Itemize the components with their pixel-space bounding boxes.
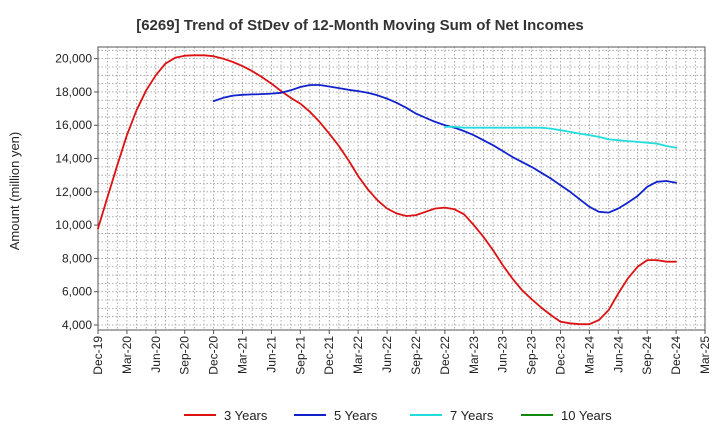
x-tick-label: Jun-24 bbox=[611, 336, 625, 373]
x-tick-label: Jun-20 bbox=[149, 336, 163, 373]
legend-label-1: 3 Years bbox=[224, 408, 268, 423]
plot-area-border bbox=[97, 46, 706, 331]
y-tick-label: 12,000 bbox=[55, 185, 92, 199]
x-tick-label: Jun-23 bbox=[496, 336, 510, 373]
x-tick-label: Dec-24 bbox=[669, 336, 683, 375]
y-tick-label: 14,000 bbox=[55, 152, 92, 166]
x-tick-label: Dec-20 bbox=[207, 336, 221, 375]
x-tick-label: Dec-23 bbox=[553, 336, 567, 375]
x-tick-label: Dec-19 bbox=[91, 336, 105, 375]
x-tick-label: Mar-25 bbox=[698, 336, 712, 374]
x-tick-label: Sep-21 bbox=[293, 336, 307, 375]
x-tick-label: Jun-22 bbox=[380, 336, 394, 373]
y-tick-label: 8,000 bbox=[62, 251, 92, 265]
y-axis-ticks: 4,000 6,000 8,000 10,000 12,000 14,000 16,000 1… bbox=[55, 52, 98, 332]
x-tick-label: Sep-22 bbox=[409, 336, 423, 375]
x-tick-label: Mar-22 bbox=[351, 336, 365, 374]
series-line-1 bbox=[97, 54, 677, 326]
y-axis-label: Amount (million yen) bbox=[7, 132, 22, 251]
y-tick-label: 6,000 bbox=[62, 285, 92, 299]
x-tick-label: Dec-22 bbox=[438, 336, 452, 375]
series-line-3 bbox=[443, 126, 677, 149]
y-tick-label: 4,000 bbox=[62, 318, 92, 332]
x-tick-label: Mar-24 bbox=[582, 336, 596, 374]
x-tick-label: Mar-20 bbox=[120, 336, 134, 374]
x-tick-label: Mar-23 bbox=[467, 336, 481, 374]
series-line-2 bbox=[212, 84, 677, 214]
x-tick-label: Mar-21 bbox=[236, 336, 250, 374]
x-tick-label: Sep-24 bbox=[640, 336, 654, 375]
y-tick-label: 18,000 bbox=[55, 85, 92, 99]
series-lines bbox=[97, 54, 677, 326]
y-tick-label: 16,000 bbox=[55, 118, 92, 132]
legend-label-3: 7 Years bbox=[450, 408, 494, 423]
plot-frame bbox=[97, 46, 706, 331]
legend-label-4: 10 Years bbox=[561, 408, 612, 423]
x-tick-label: Sep-20 bbox=[178, 336, 192, 375]
x-tick-label: Sep-23 bbox=[525, 336, 539, 375]
y-tick-label: 10,000 bbox=[55, 218, 92, 232]
x-axis-ticks: Dec-19 Mar-20 Jun-20 Sep-20 Dec-20 Mar-21 Jun-… bbox=[91, 330, 712, 375]
grid-lines bbox=[98, 47, 705, 330]
x-tick-label: Dec-21 bbox=[322, 336, 336, 375]
x-tick-label: Jun-21 bbox=[264, 336, 278, 373]
chart-title: [6269] Trend of StDev of 12-Month Moving… bbox=[136, 17, 584, 34]
y-tick-label: 20,000 bbox=[55, 52, 92, 66]
legend: 3 Years 5 Years 7 Years 10 Years bbox=[184, 408, 612, 423]
legend-label-2: 5 Years bbox=[334, 408, 378, 423]
